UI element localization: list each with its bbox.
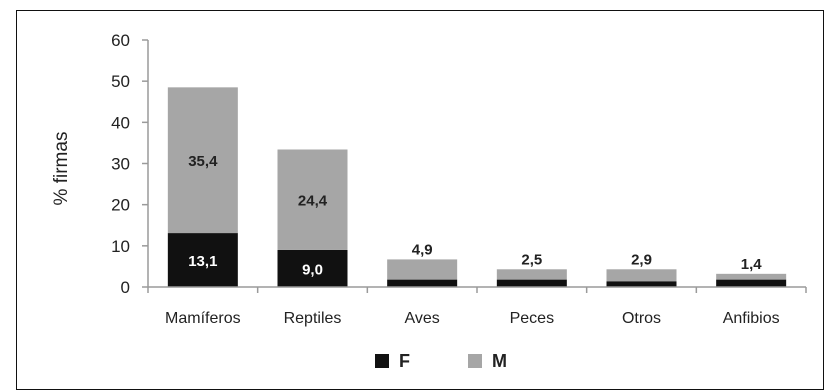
- y-tick-label: 20: [111, 196, 130, 215]
- y-tick-label: 30: [111, 155, 130, 174]
- x-category-label: Otros: [622, 310, 661, 327]
- y-tick-label: 10: [111, 237, 130, 256]
- x-category-label: Aves: [405, 310, 440, 327]
- y-tick-label: 50: [111, 72, 130, 91]
- x-category-label: Anfibios: [723, 310, 780, 327]
- x-category-label: Reptiles: [284, 310, 342, 327]
- data-label-m: 1,4: [741, 256, 763, 273]
- y-tick-label: 0: [121, 278, 130, 297]
- bar-m-segment: [716, 273, 787, 280]
- bar-f-segment: [716, 279, 787, 287]
- y-tick-label: 60: [111, 31, 130, 50]
- chart-container: 0 10 20 30 40 50 60 13,1 35,4 9,0 24,4 4,9 2,5 2,9 1,…: [16, 10, 824, 390]
- y-axis-title: % firmas: [51, 132, 72, 206]
- bar-m-segment: [167, 87, 238, 234]
- data-label-m: 2,9: [631, 251, 652, 268]
- data-labels: 13,1 35,4 9,0 24,4 4,9 2,5 2,9 1,4: [188, 153, 762, 278]
- data-label-f: 13,1: [188, 253, 217, 270]
- legend-swatch-f: [375, 354, 389, 368]
- bar-f-segment: [387, 279, 458, 287]
- data-label-m: 35,4: [188, 153, 218, 170]
- legend-label-f: F: [399, 351, 410, 371]
- bar-f-segment: [167, 233, 238, 287]
- bar-f-segment: [606, 281, 677, 287]
- stacked-bar-chart: 0 10 20 30 40 50 60 13,1 35,4 9,0 24,4 4,9 2,5 2,9 1,…: [51, 31, 807, 371]
- bar-f-segment: [496, 279, 567, 287]
- x-category-label: Peces: [510, 310, 554, 327]
- bar-f-segment: [277, 249, 348, 287]
- bars: [167, 87, 787, 287]
- x-axis: Mamíferos Reptiles Aves Peces Otros Anfibios: [147, 286, 807, 327]
- bar-m-segment: [277, 149, 348, 250]
- legend-swatch-m: [468, 354, 482, 368]
- y-tick-label: 40: [111, 113, 130, 132]
- x-category-label: Mamíferos: [165, 310, 241, 327]
- data-label-m: 4,9: [412, 241, 433, 258]
- bar-m-segment: [606, 269, 677, 282]
- legend-label-m: M: [492, 351, 507, 371]
- data-label-m: 2,5: [521, 251, 542, 268]
- data-label-m: 24,4: [298, 193, 328, 210]
- bar-m-segment: [387, 259, 458, 280]
- y-axis: 0 10 20 30 40 50 60: [111, 31, 149, 297]
- data-label-f: 9,0: [302, 261, 323, 278]
- bar-m-segment: [496, 269, 567, 280]
